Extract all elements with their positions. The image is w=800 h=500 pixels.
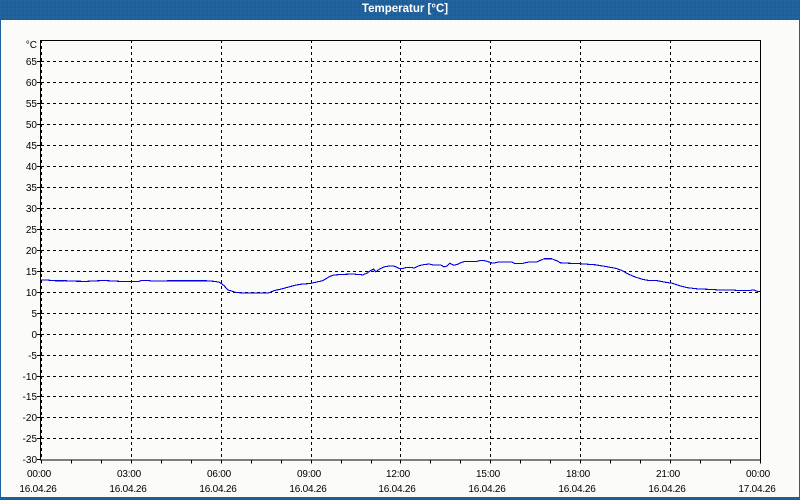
- svg-text:-25: -25: [23, 434, 38, 445]
- svg-text:17.04.26: 17.04.26: [738, 484, 776, 495]
- svg-text:55: 55: [26, 99, 38, 110]
- svg-text:65: 65: [26, 57, 38, 68]
- svg-text:5: 5: [31, 309, 37, 320]
- svg-text:35: 35: [26, 183, 38, 194]
- svg-text:12:00: 12:00: [386, 469, 411, 480]
- svg-text:16.04.26: 16.04.26: [468, 484, 506, 495]
- svg-text:25: 25: [26, 225, 38, 236]
- svg-text:°C: °C: [26, 40, 37, 51]
- svg-text:40: 40: [26, 162, 38, 173]
- svg-text:18:00: 18:00: [566, 469, 591, 480]
- svg-text:15:00: 15:00: [476, 469, 501, 480]
- svg-text:16.04.26: 16.04.26: [19, 484, 57, 495]
- svg-text:00:00: 00:00: [746, 469, 771, 480]
- svg-text:06:00: 06:00: [207, 469, 232, 480]
- svg-text:16.04.26: 16.04.26: [109, 484, 147, 495]
- svg-text:16.04.26: 16.04.26: [289, 484, 327, 495]
- svg-text:45: 45: [26, 141, 38, 152]
- svg-text:0: 0: [31, 330, 37, 341]
- svg-text:20: 20: [26, 246, 38, 257]
- svg-text:-15: -15: [23, 392, 38, 403]
- svg-text:16.04.26: 16.04.26: [648, 484, 686, 495]
- svg-text:16.04.26: 16.04.26: [558, 484, 596, 495]
- svg-text:-20: -20: [23, 413, 38, 424]
- svg-text:-30: -30: [23, 455, 38, 466]
- svg-text:60: 60: [26, 78, 38, 89]
- svg-text:50: 50: [26, 120, 38, 131]
- svg-text:10: 10: [26, 288, 38, 299]
- svg-text:03:00: 03:00: [117, 469, 142, 480]
- svg-text:-10: -10: [23, 372, 38, 383]
- svg-text:16.04.26: 16.04.26: [199, 484, 237, 495]
- svg-text:00:00: 00:00: [27, 469, 52, 480]
- svg-text:30: 30: [26, 204, 38, 215]
- svg-text:-5: -5: [28, 351, 37, 362]
- svg-text:21:00: 21:00: [656, 469, 681, 480]
- svg-text:09:00: 09:00: [297, 469, 322, 480]
- svg-text:15: 15: [26, 267, 38, 278]
- svg-text:16.04.26: 16.04.26: [378, 484, 416, 495]
